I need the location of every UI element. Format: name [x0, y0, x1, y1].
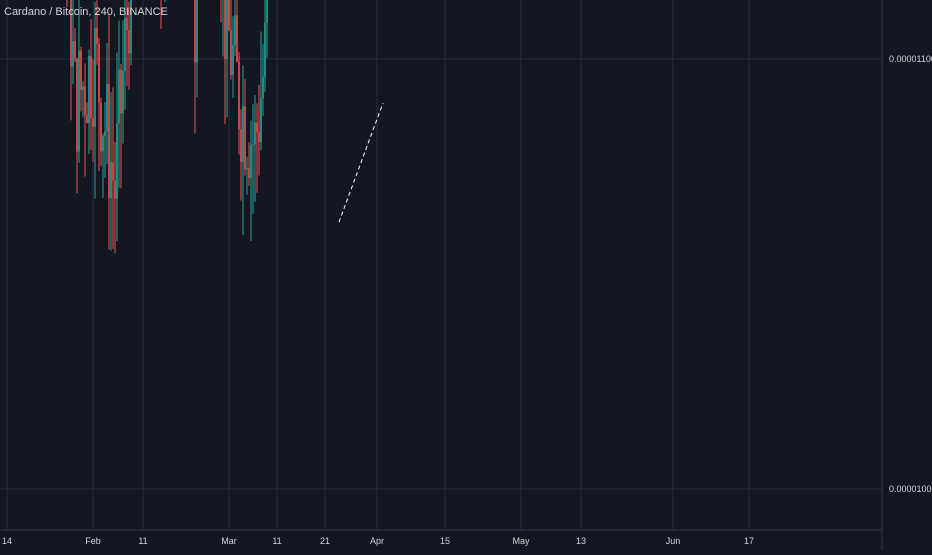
candle-body [266, 0, 268, 23]
candle-body [80, 50, 82, 90]
candle-body [128, 30, 130, 54]
candle-body [240, 129, 242, 163]
time-tick-label: Mar [221, 536, 237, 546]
candle-body [238, 61, 240, 130]
time-tick-label: 11 [138, 536, 147, 546]
candle-body [232, 45, 234, 75]
time-axis[interactable]: 14 Feb 11 Mar 11 21 Apr 15 May 13 Jun 17 [0, 529, 882, 546]
candle-body [254, 122, 256, 145]
candle-body [236, 15, 238, 62]
candle-body [100, 102, 102, 152]
price-axis[interactable]: 0.000010000.000011000.000012000.00001300… [881, 0, 932, 550]
candle-body [234, 15, 236, 46]
candle-body [72, 41, 74, 67]
candle-body [116, 123, 118, 199]
candle-body [70, 0, 72, 67]
candle-body [248, 168, 250, 178]
time-tick-label: 15 [440, 536, 450, 546]
candle-body [130, 0, 132, 54]
candle-body [114, 180, 116, 199]
candle-body [260, 98, 262, 143]
candle-body [108, 84, 110, 199]
candle-body [92, 118, 94, 127]
candle-body [94, 28, 96, 127]
candle-body [110, 162, 112, 199]
candle-body [224, 0, 226, 59]
time-tick-label: 13 [576, 536, 586, 546]
candle-body [76, 59, 78, 152]
candle-body [88, 55, 90, 124]
candle-body [258, 132, 260, 143]
time-tick-label: 14 [2, 536, 12, 546]
trend-dashed-line[interactable] [338, 102, 384, 223]
candle-body [194, 0, 196, 63]
candle-body [118, 69, 120, 124]
candles [66, 0, 268, 254]
candle-body [90, 55, 92, 119]
time-tick-label: Jun [666, 536, 681, 546]
candle-body [242, 106, 244, 163]
grid-lines [0, 0, 882, 530]
candle-body [256, 122, 258, 133]
candle-body [230, 29, 232, 75]
time-tick-label: Feb [85, 536, 101, 546]
price-tick-label: 0.00001000 [889, 484, 932, 494]
candle-body [264, 22, 266, 77]
candle-body [74, 41, 76, 60]
candle-body [104, 131, 106, 136]
time-tick-label: May [512, 536, 530, 546]
candle-body [250, 144, 252, 178]
candle-body [106, 84, 108, 132]
candle-body [246, 168, 248, 170]
candle-body [122, 70, 124, 114]
candle-body [244, 106, 246, 170]
candle-body [98, 43, 100, 103]
candle-body [82, 86, 84, 90]
candle-body [126, 18, 128, 31]
time-tick-label: 17 [744, 536, 754, 546]
candle-body [252, 144, 254, 146]
candle-body [86, 115, 88, 124]
candle-body [112, 162, 114, 181]
candle-body [102, 135, 104, 152]
drawings[interactable] [316, 0, 638, 223]
candle-body [228, 0, 230, 30]
time-tick-label: 21 [320, 536, 330, 546]
candle-body [96, 28, 98, 44]
candle-body [84, 86, 86, 116]
symbol-title: Cardano / Bitcoin, 240, BINANCE [4, 6, 168, 18]
time-tick-label: Apr [370, 536, 384, 546]
price-tick-label: 0.00001100 [889, 54, 932, 64]
candle-body [262, 76, 264, 99]
time-tick-label: 11 [272, 536, 281, 546]
candle-body [124, 18, 126, 71]
candle-body [196, 0, 198, 63]
candle-body [78, 50, 80, 152]
candle-body [120, 69, 122, 114]
candle-body [226, 0, 228, 59]
